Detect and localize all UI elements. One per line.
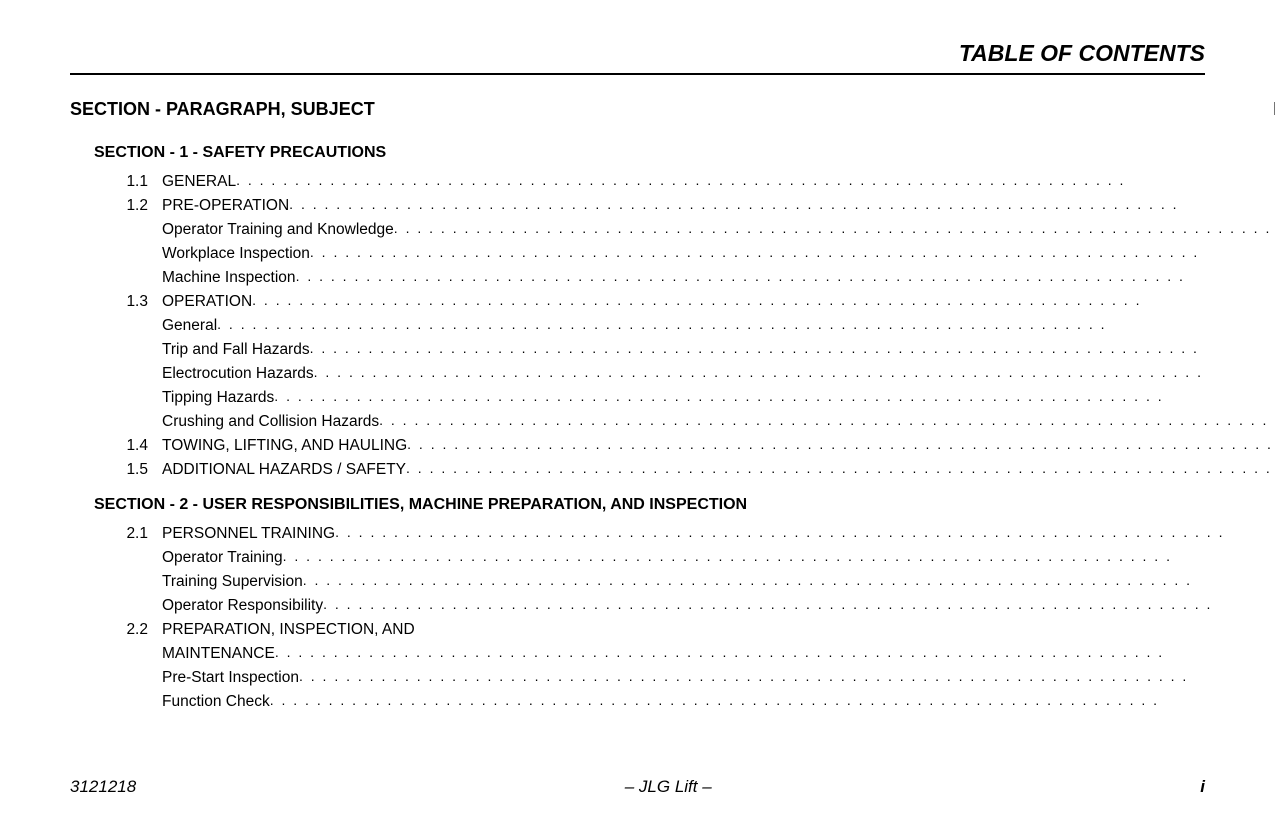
left-entries: SECTION - 1 - SAFETY PRECAUTIONS 1.1GENER…: [70, 144, 1275, 714]
toc-leader-dots: [283, 546, 1275, 568]
toc-entry: Operator Training2-1: [70, 546, 1275, 570]
toc-entry: 2.1PERSONNEL TRAINING2-1: [70, 522, 1275, 546]
toc-entry: 1.3OPERATION1-3: [70, 290, 1275, 314]
toc-entry: Function Check2-5: [70, 690, 1275, 714]
toc-leader-dots: [335, 522, 1275, 544]
page-title: TABLE OF CONTENTS: [70, 40, 1205, 75]
toc-leader-dots: [310, 242, 1275, 264]
footer-pagenum: i: [1200, 777, 1205, 797]
column-header: SECTION - PARAGRAPH, SUBJECT PAGE: [70, 99, 1275, 120]
toc-leader-dots: [270, 690, 1275, 712]
footer-docnum: 3121218: [70, 777, 136, 797]
toc-entry: Workplace Inspection1-2: [70, 242, 1275, 266]
toc-leader-dots: [310, 338, 1275, 360]
toc-label: Operator Training: [162, 546, 283, 570]
toc-leader-dots: [296, 266, 1275, 288]
toc-leader-dots: [289, 194, 1275, 216]
toc-entry-continuation: MAINTENANCE2-2: [70, 642, 1275, 666]
toc-entry: 1.5ADDITIONAL HAZARDS / SAFETY1-9: [70, 458, 1275, 482]
toc-label: Electrocution Hazards: [162, 362, 314, 386]
toc-entry: 1.4TOWING, LIFTING, AND HAULING1-8: [70, 434, 1275, 458]
toc-leader-dots: [274, 386, 1275, 408]
toc-label: MAINTENANCE: [162, 642, 275, 666]
toc-leader-dots: [303, 570, 1275, 592]
toc-entry: Crushing and Collision Hazards1-7: [70, 410, 1275, 434]
toc-label: PRE-OPERATION: [162, 194, 289, 218]
toc-number: 2.1: [114, 522, 162, 546]
toc-leader-dots: [252, 290, 1275, 312]
toc-label: Tipping Hazards: [162, 386, 274, 410]
toc-leader-dots: [379, 410, 1275, 432]
toc-label: Operator Responsibility: [162, 594, 323, 618]
toc-leader-dots: [217, 314, 1275, 336]
toc-entry: Electrocution Hazards1-4: [70, 362, 1275, 386]
toc-label: Training Supervision: [162, 570, 303, 594]
page-footer: 3121218 – JLG Lift – i: [70, 777, 1205, 797]
toc-leader-dots: [275, 642, 1275, 664]
toc-leader-dots: [323, 594, 1275, 616]
toc-number: 2.2: [114, 618, 162, 642]
section-heading: SECTION - 2 - USER RESPONSIBILITIES, MAC…: [78, 496, 1275, 514]
toc-entry: Operator Training and Knowledge1-1: [70, 218, 1275, 242]
toc-number: 1.4: [114, 434, 162, 458]
toc-leader-dots: [407, 434, 1275, 456]
toc-entry: Training Supervision2-1: [70, 570, 1275, 594]
toc-leader-dots: [299, 666, 1275, 688]
toc-number: 1.2: [114, 194, 162, 218]
toc-label: PERSONNEL TRAINING: [162, 522, 335, 546]
toc-label: Workplace Inspection: [162, 242, 310, 266]
toc-number: 1.5: [114, 458, 162, 482]
toc-label: Function Check: [162, 690, 270, 714]
toc-label: General: [162, 314, 217, 338]
toc-number: 1.3: [114, 290, 162, 314]
column-header-left: SECTION - PARAGRAPH, SUBJECT: [70, 99, 375, 120]
toc-leader-dots: [406, 458, 1275, 480]
toc-label: TOWING, LIFTING, AND HAULING: [162, 434, 407, 458]
toc-entry: General1-3: [70, 314, 1275, 338]
toc-label: PREPARATION, INSPECTION, AND: [162, 618, 415, 642]
toc-entry: 1.1GENERAL1-1: [70, 170, 1275, 194]
toc-label: Crushing and Collision Hazards: [162, 410, 379, 434]
toc-label: OPERATION: [162, 290, 252, 314]
toc-label: Pre-Start Inspection: [162, 666, 299, 690]
toc-leader-dots: [236, 170, 1275, 192]
toc-entry: Operator Responsibility2-1: [70, 594, 1275, 618]
toc-label: Machine Inspection: [162, 266, 296, 290]
toc-label: GENERAL: [162, 170, 236, 194]
toc-entry: 1.2PRE-OPERATION1-1: [70, 194, 1275, 218]
toc-entry: Tipping Hazards1-6: [70, 386, 1275, 410]
toc-number: 1.1: [114, 170, 162, 194]
toc-label: Operator Training and Knowledge: [162, 218, 394, 242]
toc-leader-dots: [314, 362, 1275, 384]
toc-columns: SECTION - PARAGRAPH, SUBJECT PAGE SECTIO…: [70, 99, 1205, 739]
toc-entry: Pre-Start Inspection2-4: [70, 666, 1275, 690]
toc-entry: Machine Inspection1-2: [70, 266, 1275, 290]
toc-entry: 2.2PREPARATION, INSPECTION, AND: [70, 618, 1275, 642]
section-heading: SECTION - 1 - SAFETY PRECAUTIONS: [78, 144, 1275, 162]
toc-label: Trip and Fall Hazards: [162, 338, 310, 362]
footer-product: – JLG Lift –: [625, 777, 712, 797]
toc-leader-dots: [394, 218, 1275, 240]
toc-entry: Trip and Fall Hazards1-3: [70, 338, 1275, 362]
toc-label: ADDITIONAL HAZARDS / SAFETY: [162, 458, 406, 482]
left-column: SECTION - PARAGRAPH, SUBJECT PAGE SECTIO…: [70, 99, 1275, 739]
